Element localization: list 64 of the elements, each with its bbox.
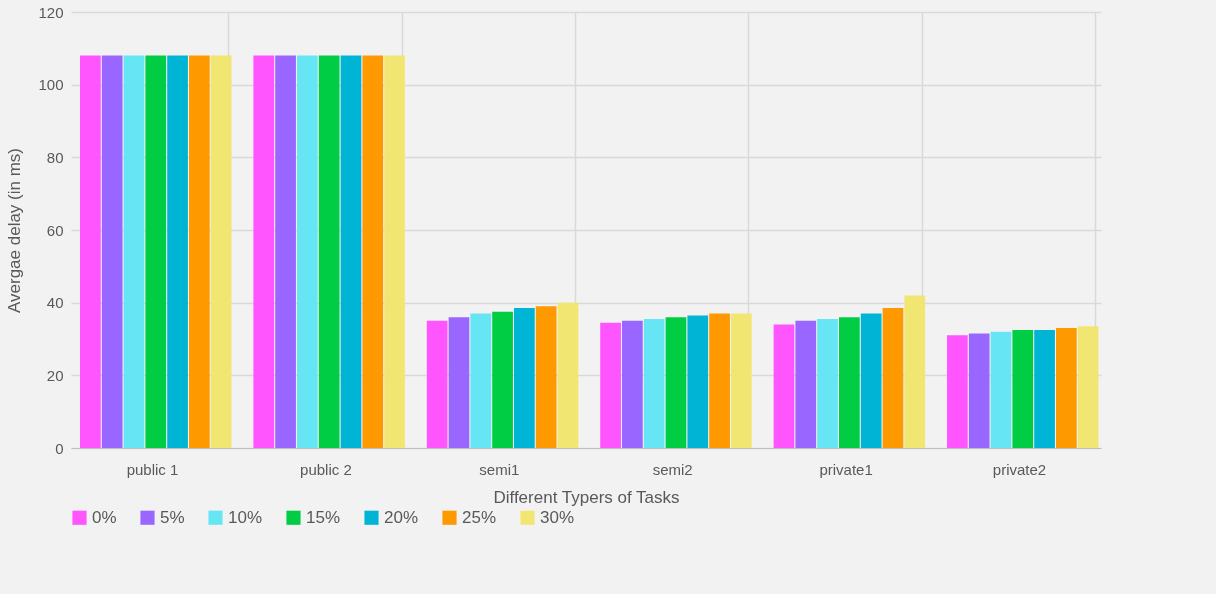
legend-label: 0% (92, 507, 117, 527)
legend-label: 20% (384, 507, 419, 527)
y-tick-label: 120 (38, 3, 64, 21)
bar (297, 55, 318, 448)
bar (947, 335, 968, 448)
bar (709, 313, 730, 448)
bar (210, 55, 232, 448)
bar (860, 313, 882, 448)
bar (882, 308, 904, 448)
bar (384, 55, 405, 448)
bar (1056, 328, 1077, 448)
bar (470, 313, 492, 448)
x-tick-label: private1 (819, 460, 873, 478)
bar (492, 311, 513, 448)
bar (1034, 329, 1055, 448)
bar (557, 302, 579, 448)
bar (687, 315, 709, 448)
bar (665, 317, 687, 448)
bar (1012, 329, 1034, 448)
bar (990, 331, 1012, 448)
bar (643, 319, 665, 448)
bar (362, 55, 384, 448)
x-tick-label: public 2 (300, 460, 352, 478)
bar (514, 308, 535, 448)
x-tick-label: semi2 (652, 460, 693, 478)
bar (448, 317, 470, 448)
bar (795, 320, 817, 448)
x-tick-label: semi1 (479, 460, 520, 478)
y-tick-label: 40 (46, 294, 64, 312)
bar (189, 55, 210, 448)
bar (275, 55, 296, 448)
bar (731, 313, 752, 448)
bar (426, 320, 448, 448)
bar (253, 55, 275, 448)
x-tick-label: public 1 (126, 460, 179, 478)
bar (167, 55, 188, 448)
legend-label: 30% (540, 507, 575, 527)
bar (968, 333, 990, 448)
y-tick-label: 80 (46, 148, 64, 166)
legend-label: 10% (228, 507, 263, 527)
bar (904, 295, 926, 448)
x-tick-label: private2 (992, 460, 1047, 478)
y-tick-label: 0 (55, 439, 64, 457)
y-tick-label: 100 (38, 76, 64, 94)
bar (145, 55, 167, 448)
x-axis-title: Different Typers of Tasks (493, 487, 680, 507)
y-tick-label: 60 (46, 221, 64, 239)
legend-label: 15% (306, 507, 341, 527)
y-axis-title: Avergae delay (in ms) (5, 147, 25, 314)
bar (1077, 326, 1099, 448)
bar (340, 55, 362, 448)
legend-label: 5% (160, 507, 185, 527)
bar (817, 319, 838, 448)
bar (622, 320, 643, 448)
bar (839, 317, 860, 448)
bar (773, 324, 795, 448)
bar (80, 55, 101, 448)
bar (600, 322, 621, 448)
bar (123, 55, 145, 448)
bar (535, 306, 557, 448)
legend-label: 25% (462, 507, 497, 527)
bar (101, 55, 123, 448)
bar (318, 55, 340, 448)
y-tick-label: 20 (46, 366, 64, 384)
